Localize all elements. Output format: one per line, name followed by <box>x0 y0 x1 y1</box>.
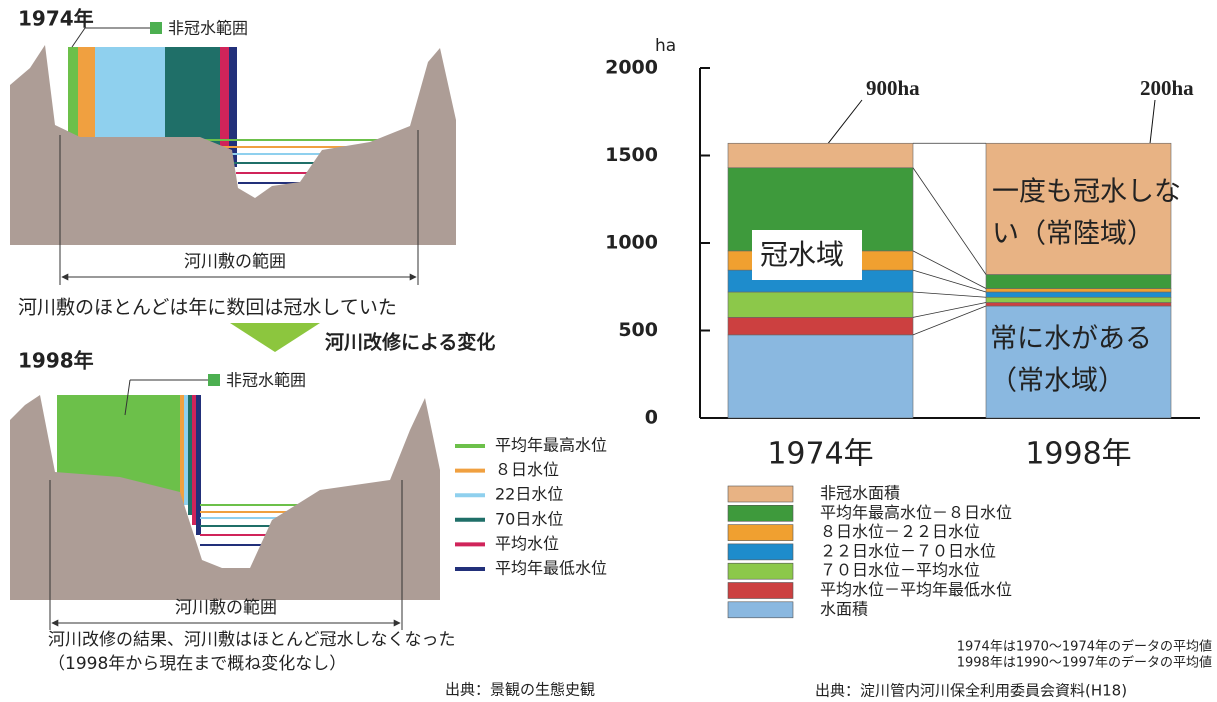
bar-segment <box>985 305 1172 419</box>
bar-segment <box>727 291 914 318</box>
legend-swatch <box>727 543 794 561</box>
bar-segment <box>985 288 1172 293</box>
bar-segment <box>985 296 1172 303</box>
annotation: 一度も冠水しな <box>992 177 1181 208</box>
legend-label: ８日水位 <box>495 460 559 479</box>
legend-swatch <box>727 504 794 522</box>
legend-label: ８日水位－２２日水位 <box>820 522 980 541</box>
y-tick-label: 500 <box>618 319 658 341</box>
y-tick-label: 2000 <box>605 57 658 79</box>
section-1974 <box>10 22 456 285</box>
y-tick-label: 0 <box>645 407 658 429</box>
connector <box>912 302 987 318</box>
note: 1998年は1990～1997年のデータの平均値 <box>957 655 1212 671</box>
source: 出典：景観の生態史観 <box>445 681 595 699</box>
connector <box>912 305 987 336</box>
connector <box>912 167 987 275</box>
bar-segment <box>727 317 914 336</box>
connector <box>912 291 987 298</box>
connector <box>912 250 987 289</box>
legend-swatch <box>727 562 794 580</box>
legend-label: 平均水位 <box>495 534 559 553</box>
legend-swatch <box>727 485 794 503</box>
source: 出典：淀川管内河川保全利用委員会資料(H18) <box>815 682 1127 700</box>
legend-label: 非冠水範囲 <box>226 371 306 390</box>
annotation: 200ha <box>1140 76 1194 100</box>
annotation: 900ha <box>866 76 920 100</box>
section-1998 <box>10 374 440 630</box>
change-arrow <box>230 323 320 352</box>
legend-label: 平均年最高水位 <box>495 436 607 455</box>
bar-segment <box>985 302 1172 307</box>
range-label: 河川敷の範囲 <box>184 252 286 272</box>
legend-label: 22日水位 <box>495 485 563 504</box>
legend-label: 非冠水面積 <box>820 484 900 503</box>
legend-swatch <box>727 582 794 599</box>
legend-label: 水面積 <box>820 599 868 618</box>
legend-label: 非冠水範囲 <box>168 19 248 38</box>
caption: （1998年から現在まで概ね変化なし） <box>48 654 346 674</box>
legend-label: ７０日水位－平均水位 <box>820 561 980 580</box>
legend-label: 平均年最高水位－８日水位 <box>820 503 1012 522</box>
legend-label: 平均年最低水位 <box>495 559 607 578</box>
bar-segment <box>985 142 1172 275</box>
annotation: 冠水域 <box>760 238 844 271</box>
legend-label: ２２日水位－７０日水位 <box>820 541 996 560</box>
legend-label: 70日水位 <box>495 509 563 528</box>
x-tick-label: 1974年 <box>767 437 873 472</box>
bar-segment <box>727 334 914 419</box>
annotation: い（常陸域） <box>992 219 1154 250</box>
axis-title: ha <box>655 36 676 56</box>
bar-segment <box>985 274 1172 289</box>
legend-swatch <box>727 524 794 541</box>
annotation-box <box>752 230 862 280</box>
caption: 河川改修の結果、河川敷はほとんど冠水しなくなった <box>48 630 456 650</box>
year-label: 1974年 <box>18 7 94 31</box>
caption: 河川敷のほとんどは年に数回は冠水していた <box>18 297 397 319</box>
y-tick-label: 1500 <box>605 144 658 166</box>
bar-segment <box>727 142 914 169</box>
change-label: 河川改修による変化 <box>325 331 495 354</box>
range-label: 河川敷の範囲 <box>175 598 277 618</box>
legend-swatch <box>727 601 794 619</box>
bar-segment <box>985 291 1172 298</box>
note: 1974年は1970～1974年のデータの平均値 <box>957 639 1212 655</box>
legend-label: 平均水位－平均年最低水位 <box>820 580 1012 599</box>
x-tick-label: 1998年 <box>1025 437 1131 472</box>
annotation: 常に水がある <box>990 324 1152 355</box>
year-label: 1998年 <box>18 349 94 373</box>
annotation: （常水域） <box>990 366 1125 397</box>
connector <box>912 269 987 293</box>
y-tick-label: 1000 <box>605 232 658 254</box>
